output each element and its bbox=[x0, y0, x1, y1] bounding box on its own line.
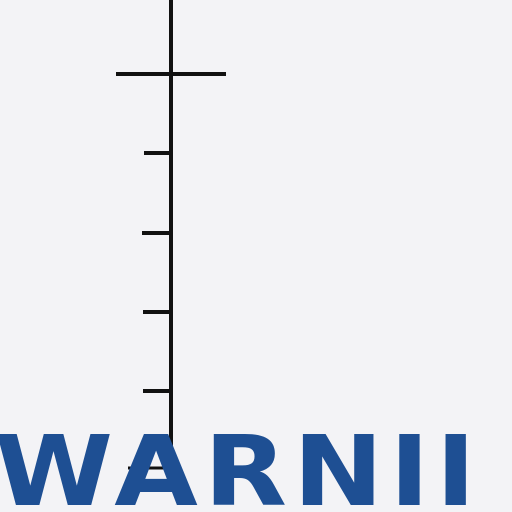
warning-heading: WARNII bbox=[0, 415, 482, 512]
